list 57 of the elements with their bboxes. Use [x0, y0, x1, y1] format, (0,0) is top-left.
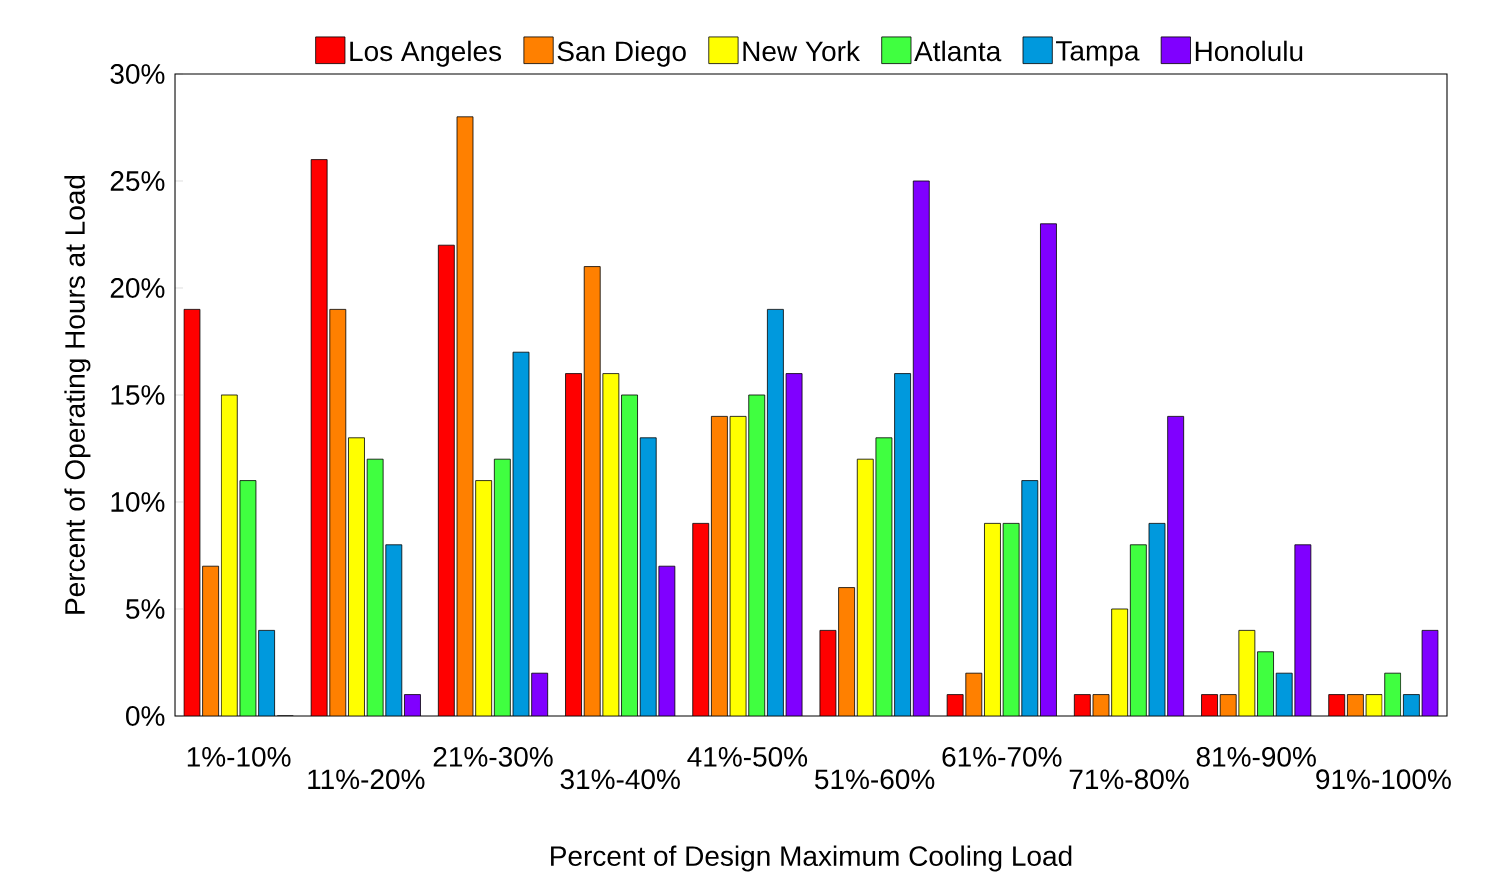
bar	[1021, 480, 1039, 716]
x-tick-label: 41%-50%	[687, 746, 808, 767]
bar	[692, 522, 710, 716]
legend-label: San Diego	[557, 40, 686, 67]
bar	[639, 437, 657, 716]
y-axis-title: Percent of Operating Hours at Load	[64, 175, 91, 614]
bar	[220, 394, 238, 716]
bar	[258, 629, 276, 716]
bar	[767, 308, 784, 716]
x-tick-label: 81%-90%	[1196, 746, 1316, 767]
bar	[912, 180, 930, 716]
bar	[894, 373, 911, 716]
bar	[329, 308, 347, 716]
x-tick-label: 61%-70%	[942, 746, 1062, 767]
bar	[1129, 544, 1147, 716]
bar	[475, 480, 493, 716]
y-tick-label: 10%	[111, 492, 165, 512]
legend-label: Honolulu	[1195, 40, 1303, 62]
bar	[1040, 223, 1057, 716]
x-axis-title: Percent of Design Maximum Cooling Load	[551, 845, 1072, 872]
bar	[202, 565, 220, 716]
bar	[348, 437, 365, 716]
x-tick-label: 91%-100%	[1316, 769, 1451, 790]
x-tick-label: 51%-60%	[815, 769, 935, 790]
legend-label: Los Angeles	[350, 40, 502, 67]
bar	[1111, 608, 1129, 716]
y-tick-label: 20%	[110, 278, 165, 298]
bar	[711, 415, 728, 716]
bar	[856, 458, 874, 716]
x-tick-label: 31%-40%	[560, 769, 680, 790]
bar	[565, 373, 582, 716]
y-tick-label: 15%	[111, 385, 165, 405]
bar	[493, 458, 511, 716]
bar	[1275, 672, 1293, 716]
x-tick-label: 21%-30%	[433, 746, 553, 767]
legend-label: Atlanta	[914, 40, 1002, 62]
bar	[1257, 651, 1274, 716]
y-tick-label: 5%	[126, 599, 165, 619]
bar	[748, 394, 766, 716]
x-tick-label: 11%-20%	[308, 769, 425, 790]
bar	[531, 672, 549, 716]
bar	[437, 244, 455, 716]
x-tick-label: 1%-10%	[187, 746, 291, 767]
bar	[385, 544, 403, 716]
x-tick-label: 71%-80%	[1069, 769, 1189, 790]
bar	[621, 394, 638, 716]
y-tick-label: 0%	[126, 706, 165, 726]
legend-label: Tampa	[1056, 41, 1140, 67]
y-tick-label: 25%	[110, 171, 165, 191]
bar	[583, 266, 601, 716]
bar	[965, 673, 982, 716]
bar	[1384, 672, 1402, 716]
bar	[984, 523, 1001, 716]
legend-label: New York	[743, 40, 860, 62]
bar	[1167, 415, 1185, 716]
bar	[838, 587, 855, 716]
y-tick-label: 30%	[110, 64, 165, 84]
